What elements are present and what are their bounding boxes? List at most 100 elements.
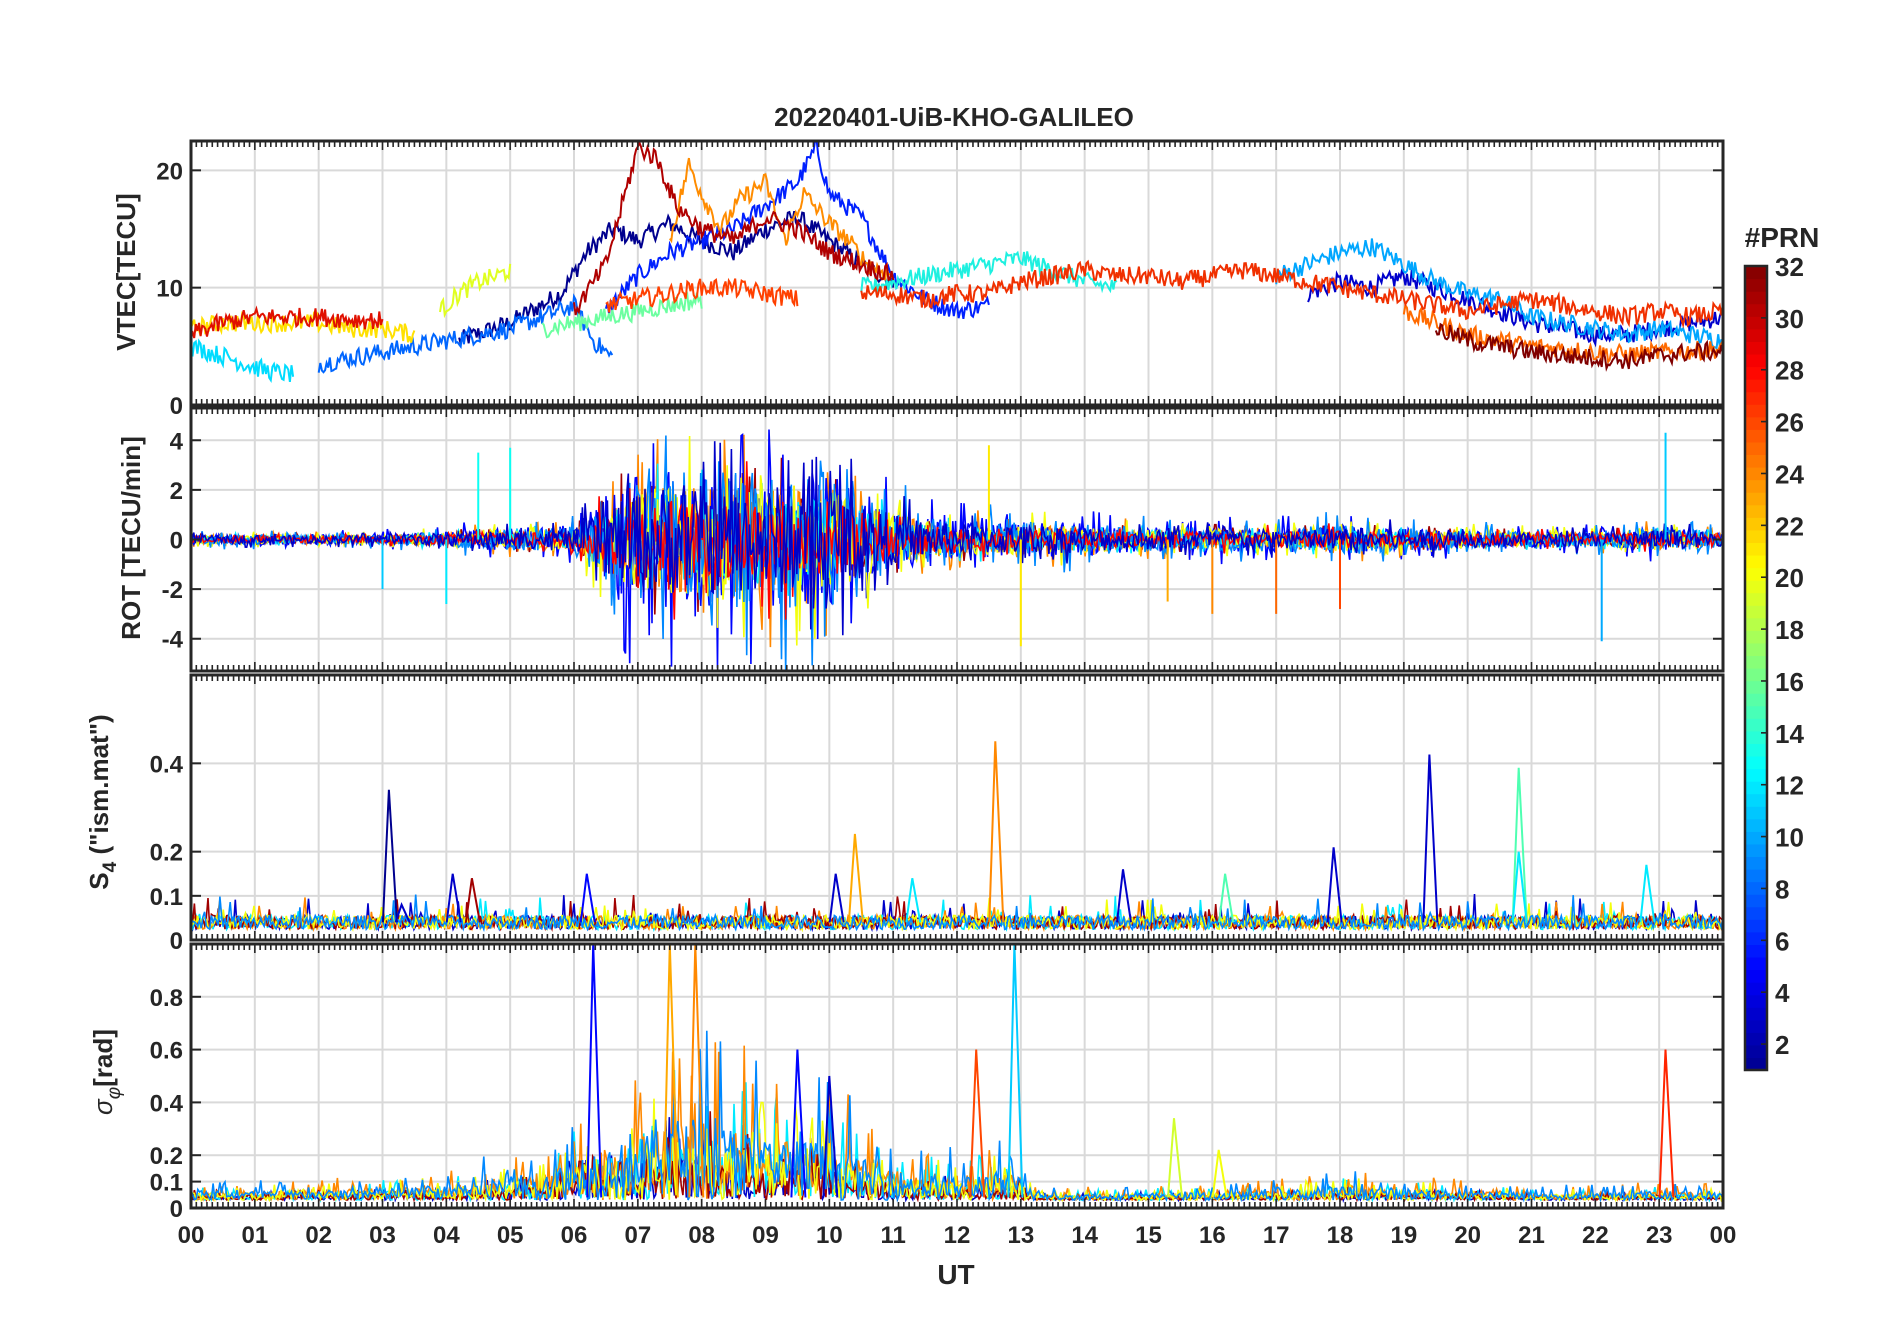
rot-data xyxy=(191,429,1723,671)
colorbar-segment xyxy=(1745,353,1767,368)
x-axis-label: UT xyxy=(937,1259,974,1290)
sigma_phi-peak-prn-27 xyxy=(1658,1049,1675,1198)
x-tick-label: 03 xyxy=(369,1222,396,1249)
x-tick-label: 06 xyxy=(561,1222,588,1249)
colorbar-tick-label: 4 xyxy=(1775,978,1790,1008)
colorbar-segment xyxy=(1745,328,1767,342)
s4-data xyxy=(191,741,1723,933)
x-tick-label: 16 xyxy=(1199,1222,1226,1249)
y-tick-label: 10 xyxy=(156,276,183,303)
x-tick-label: 11 xyxy=(880,1222,905,1249)
s4-peak-prn-5 xyxy=(579,873,596,923)
s4-peak-prn-3 xyxy=(445,873,462,923)
s4-series-prn-9 xyxy=(191,894,1723,933)
colorbar-tick-label: 22 xyxy=(1775,511,1804,541)
chart-title: 20220401-UiB-KHO-GALILEO xyxy=(774,102,1134,132)
colorbar-segment xyxy=(1745,617,1767,631)
vtec-series-prn-23 xyxy=(668,157,894,281)
vtec-series-prn-11 xyxy=(191,338,295,384)
s4-peak-prn-23 xyxy=(847,833,864,923)
colorbar-segment xyxy=(1745,379,1767,393)
colorbar-segment xyxy=(1745,567,1767,581)
colorbar-segment xyxy=(1745,504,1767,518)
colorbar-segment xyxy=(1745,391,1767,405)
vtec-series-prn-32 xyxy=(1434,322,1723,372)
x-tick-label: 15 xyxy=(1135,1222,1162,1249)
colorbar-segment xyxy=(1745,278,1767,292)
y-tick-label: 0.4 xyxy=(150,1090,184,1117)
ylabel-s4-rest: ("ism.mat") xyxy=(84,714,114,861)
colorbar-segment xyxy=(1745,554,1767,569)
vtec-series-prn-19 xyxy=(439,263,512,319)
y-tick-label: 4 xyxy=(170,428,184,455)
colorbar-tick-label: 32 xyxy=(1775,252,1804,282)
sigma_phi-peak-prn-3 xyxy=(822,1075,839,1198)
colorbar-segment xyxy=(1745,705,1767,719)
x-tick-label: 07 xyxy=(624,1222,651,1249)
colorbar-segment xyxy=(1745,529,1767,543)
colorbar-segment xyxy=(1745,944,1767,958)
colorbar-segment xyxy=(1745,768,1767,782)
x-tick-label: 23 xyxy=(1646,1222,1673,1249)
sigma_phi-peak-prn-20 xyxy=(1211,1149,1228,1198)
sigma_phi-series-prn-9 xyxy=(191,1030,1723,1203)
s4-peak-prn-3 xyxy=(1422,754,1439,923)
colorbar-segment xyxy=(1745,982,1767,996)
colorbar-segment xyxy=(1745,1007,1767,1021)
sigma_phi-peak-prn-5 xyxy=(790,1049,807,1198)
sigma_phi-peak-prn-24 xyxy=(688,944,705,1198)
colorbar-tick-label: 16 xyxy=(1775,667,1804,697)
colorbar-segment xyxy=(1745,906,1767,920)
colorbar-tick-label: 12 xyxy=(1775,771,1804,801)
vtec-series-prn-27 xyxy=(860,259,1723,329)
x-tick-label: 04 xyxy=(433,1222,460,1249)
x-tick-labels: 00 01 02 03 04 05 06 07 08 09 10 11 12 13 14 15 16 17 18 19… xyxy=(178,1222,1737,1249)
x-tick-label: 09 xyxy=(752,1222,779,1249)
colorbar-segment xyxy=(1745,404,1767,418)
colorbar-segment xyxy=(1745,517,1767,531)
sigma_phi-peak-prn-5 xyxy=(586,944,603,1198)
y-tick-label: 0.8 xyxy=(150,985,183,1012)
s4-peak-prn-24 xyxy=(988,741,1005,923)
vtec-series-prn-29 xyxy=(191,305,384,339)
vtec-series-prn-1 xyxy=(458,210,895,344)
colorbar-segment xyxy=(1745,429,1767,443)
colorbar-tick-label: 8 xyxy=(1775,874,1789,904)
colorbar-segment xyxy=(1745,642,1767,657)
x-tick-label: 02 xyxy=(305,1222,332,1249)
y-tick-label: -4 xyxy=(162,627,184,654)
sigma_phi-peak-prn-19 xyxy=(1167,1118,1183,1198)
y-tick-label: 0.1 xyxy=(150,1170,183,1197)
colorbar-tick-label: 28 xyxy=(1775,356,1804,386)
colorbar-segment xyxy=(1745,680,1767,694)
colorbar-segment xyxy=(1745,291,1767,305)
colorbar-segment xyxy=(1745,479,1767,493)
colorbar-segment xyxy=(1745,956,1767,971)
colorbar-segment xyxy=(1745,467,1767,481)
s4-peak-prn-3 xyxy=(394,901,411,923)
colorbar-tick-label: 10 xyxy=(1775,823,1804,853)
s4-peak-prn-12 xyxy=(1511,851,1528,923)
s4-peak-prn-12 xyxy=(1639,864,1656,923)
sigma_phi-peak-prn-26 xyxy=(969,1049,986,1198)
colorbar-segment xyxy=(1745,303,1767,317)
colorbar-segment xyxy=(1745,994,1767,1008)
s4-panel: 0 0.1 0.2 0.4 xyxy=(150,673,1725,955)
x-tick-label: 10 xyxy=(816,1222,843,1249)
s4-peak-prn-15 xyxy=(1511,767,1528,923)
colorbar-segment xyxy=(1745,856,1767,870)
y-tick-label: -2 xyxy=(162,577,183,604)
y-tick-label: 0 xyxy=(170,528,183,555)
colorbar-segment xyxy=(1745,542,1767,556)
x-tick-label: 12 xyxy=(944,1222,971,1249)
x-tick-label: 14 xyxy=(1071,1222,1098,1249)
rot-series-prn-3 xyxy=(191,441,1723,636)
colorbar-segment xyxy=(1745,894,1767,908)
ylabel-sigma-main: σ xyxy=(88,1098,118,1115)
colorbar-segment xyxy=(1745,441,1767,456)
colorbar-segment xyxy=(1745,1044,1767,1059)
vtec-panel: 0 10 20 xyxy=(156,139,1725,420)
y-tick-label: 0 xyxy=(170,1196,183,1223)
x-tick-label: 13 xyxy=(1007,1222,1034,1249)
